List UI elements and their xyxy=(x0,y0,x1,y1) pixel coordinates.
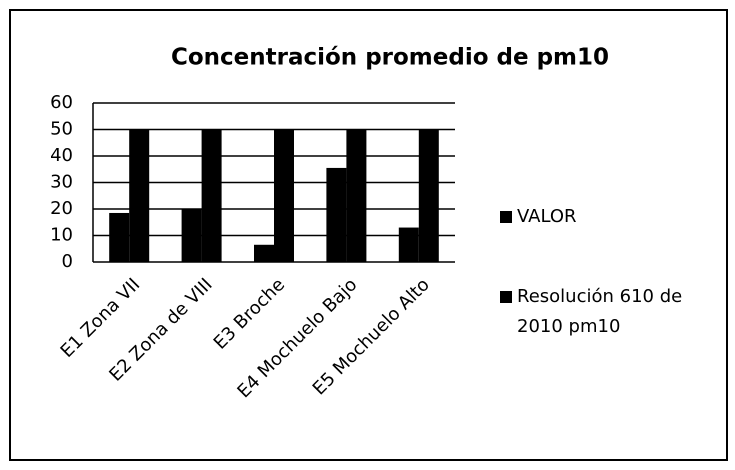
y-tick-label: 50 xyxy=(50,119,73,140)
x-tick-label: E4 Mochuelo Bajo xyxy=(233,274,361,402)
y-tick-label: 20 xyxy=(50,198,73,219)
legend-label: Resolución 610 de 2010 pm10 xyxy=(517,286,683,337)
bar xyxy=(346,129,367,262)
y-tick-label: 10 xyxy=(50,225,73,246)
bar xyxy=(326,167,347,262)
y-tick-label: 60 xyxy=(50,92,73,113)
legend-swatch xyxy=(500,291,512,303)
bar xyxy=(254,244,274,262)
y-tick-label: 30 xyxy=(50,172,73,193)
legend-label: VALOR xyxy=(517,206,577,227)
bar xyxy=(109,212,130,262)
bar xyxy=(418,129,439,262)
chart-frame xyxy=(9,9,728,461)
chart-title: Concentración promedio de pm10 xyxy=(171,45,609,71)
bar xyxy=(274,129,294,262)
y-tick-label: 0 xyxy=(62,251,73,272)
bar xyxy=(201,129,222,262)
legend-swatch xyxy=(500,211,512,223)
bar xyxy=(398,227,419,262)
bar xyxy=(129,129,150,262)
y-tick-label: 40 xyxy=(50,145,73,166)
bar xyxy=(181,209,202,262)
x-tick-label: E3 Broche xyxy=(210,274,289,353)
